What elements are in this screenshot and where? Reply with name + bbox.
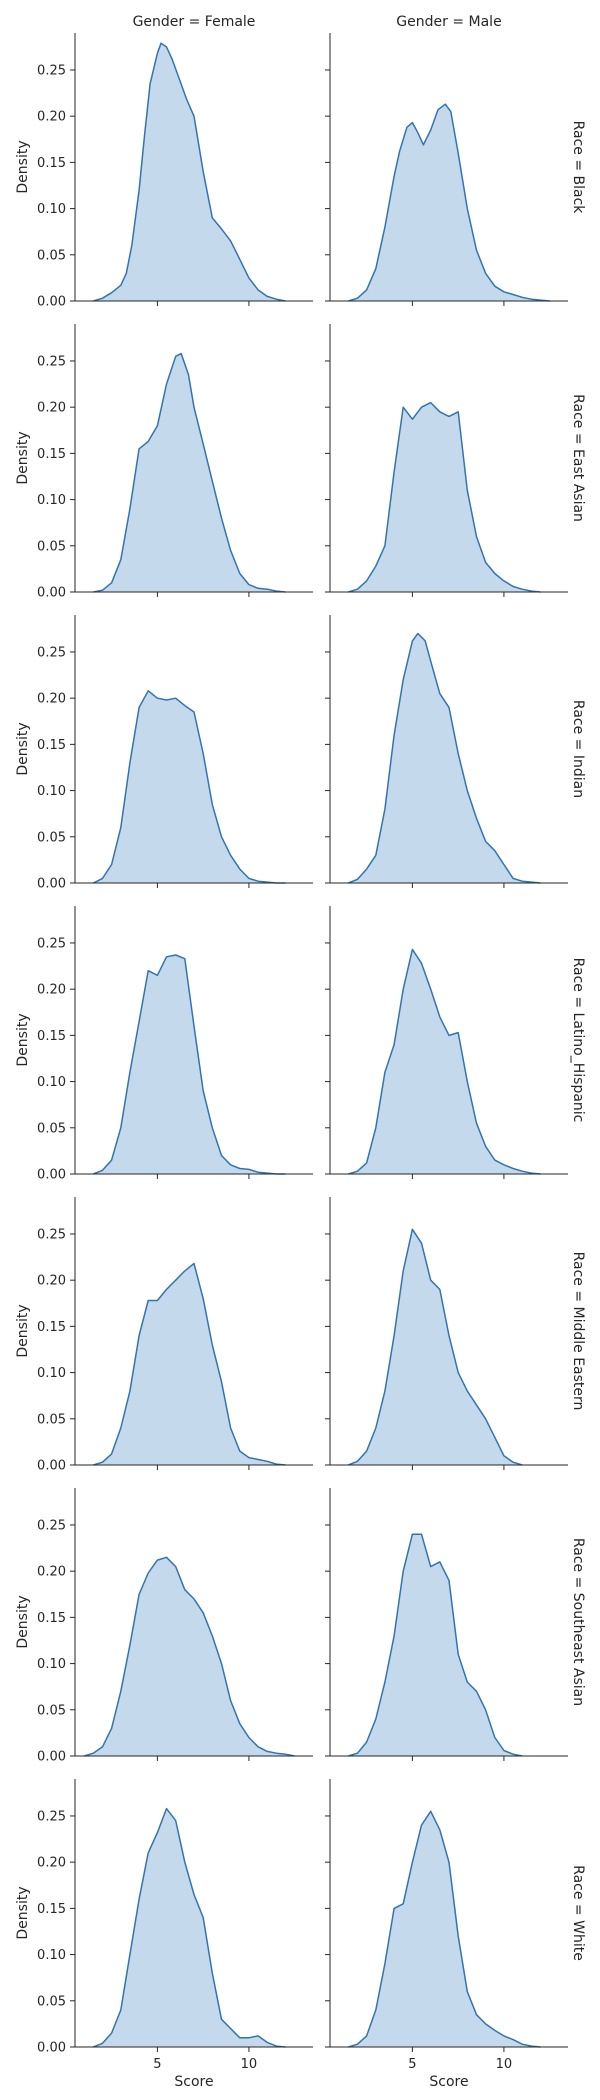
col-facet-title: Gender = Male	[396, 14, 501, 30]
y-tick-label: 0.15	[37, 1029, 66, 1044]
y-axis-label: Density	[15, 722, 31, 775]
x-tick-label: 5	[408, 2057, 416, 2072]
density-area	[93, 353, 286, 592]
y-axis-label: Density	[15, 1304, 31, 1357]
y-axis-label: Density	[15, 1886, 31, 1939]
row-facet-title: Race = East Asian	[570, 394, 586, 522]
density-area	[93, 690, 286, 883]
y-tick-label: 0.25	[37, 1227, 66, 1242]
y-tick-label: 0.15	[37, 1320, 66, 1335]
y-tick-label: 0.10	[37, 1366, 66, 1381]
y-tick-label: 0.10	[37, 1075, 66, 1090]
row-facet-title: Race = Black	[570, 121, 586, 215]
y-tick-label: 0.25	[37, 645, 66, 660]
density-area	[348, 633, 541, 883]
y-tick-label: 0.00	[37, 1168, 66, 1183]
y-tick-label: 0.25	[37, 63, 66, 78]
row-facet-title: Race = Indian	[570, 700, 586, 798]
density-line	[93, 352, 286, 593]
y-tick-label: 0.05	[37, 1412, 66, 1427]
y-tick-label: 0.20	[37, 1856, 66, 1871]
y-tick-label: 0.00	[37, 2041, 66, 2056]
x-tick-label: 10	[241, 2057, 258, 2072]
y-tick-label: 0.20	[37, 110, 66, 125]
density-line	[92, 690, 286, 884]
row-facet-title: Race = Southeast Asian	[570, 1538, 586, 1706]
density-line	[348, 401, 541, 593]
y-tick-label: 0.10	[37, 493, 66, 508]
x-tick-label: 5	[153, 2057, 161, 2072]
y-tick-label: 0.15	[37, 738, 66, 753]
row-facet-title: Race = Latino_Hispanic	[570, 958, 586, 1123]
y-tick-label: 0.20	[37, 692, 66, 707]
y-tick-label: 0.25	[37, 1809, 66, 1824]
y-tick-label: 0.00	[37, 295, 66, 310]
x-axis-label: Score	[429, 2074, 468, 2090]
density-line	[93, 954, 286, 1175]
density-line	[348, 632, 541, 884]
density-area	[348, 402, 541, 592]
density-area	[348, 1534, 523, 1756]
density-line	[348, 1533, 523, 1757]
density-area	[348, 949, 541, 1174]
density-area	[348, 1229, 523, 1465]
x-tick-label: 10	[496, 2057, 513, 2072]
y-tick-label: 0.25	[37, 1518, 66, 1533]
density-line	[93, 1807, 286, 2048]
y-axis-label: Density	[15, 431, 31, 484]
density-area	[93, 43, 286, 301]
x-axis-label: Score	[174, 2074, 213, 2090]
y-tick-label: 0.25	[37, 354, 66, 369]
density-line	[348, 948, 541, 1175]
density-line	[93, 1262, 286, 1466]
y-tick-label: 0.05	[37, 1703, 66, 1718]
y-tick-label: 0.10	[37, 202, 66, 217]
y-tick-label: 0.05	[37, 1994, 66, 2009]
y-tick-label: 0.15	[37, 156, 66, 171]
y-tick-label: 0.05	[37, 830, 66, 845]
density-line	[83, 1556, 295, 1757]
y-tick-label: 0.10	[37, 1948, 66, 1963]
y-tick-label: 0.20	[37, 401, 66, 416]
density-line	[93, 42, 286, 302]
y-axis-label: Density	[15, 1595, 31, 1648]
col-facet-title: Gender = Female	[133, 14, 256, 30]
y-axis-label: Density	[15, 140, 31, 193]
y-tick-label: 0.00	[37, 877, 66, 892]
density-line	[348, 103, 550, 302]
y-tick-label: 0.05	[37, 539, 66, 554]
y-tick-label: 0.15	[37, 1611, 66, 1626]
y-tick-label: 0.05	[37, 1121, 66, 1136]
density-line	[348, 1228, 523, 1466]
y-tick-label: 0.00	[37, 1750, 66, 1765]
density-area	[93, 1808, 286, 2047]
y-tick-label: 0.10	[37, 1657, 66, 1672]
y-tick-label: 0.20	[37, 1274, 66, 1289]
density-line	[348, 1810, 541, 2048]
density-area	[348, 104, 550, 301]
y-tick-label: 0.05	[37, 248, 66, 263]
y-tick-label: 0.00	[37, 1459, 66, 1474]
density-area	[84, 1557, 295, 1756]
row-facet-title: Race = White	[570, 1865, 586, 1961]
row-facet-title: Race = Middle Eastern	[570, 1252, 586, 1411]
y-tick-label: 0.20	[37, 983, 66, 998]
y-axis-label: Density	[15, 1013, 31, 1066]
y-tick-label: 0.10	[37, 784, 66, 799]
y-tick-label: 0.25	[37, 936, 66, 951]
density-area	[93, 1263, 286, 1465]
y-tick-label: 0.15	[37, 1902, 66, 1917]
y-tick-label: 0.00	[37, 586, 66, 601]
y-tick-label: 0.20	[37, 1565, 66, 1580]
density-area	[348, 1811, 541, 2047]
y-tick-label: 0.15	[37, 447, 66, 462]
